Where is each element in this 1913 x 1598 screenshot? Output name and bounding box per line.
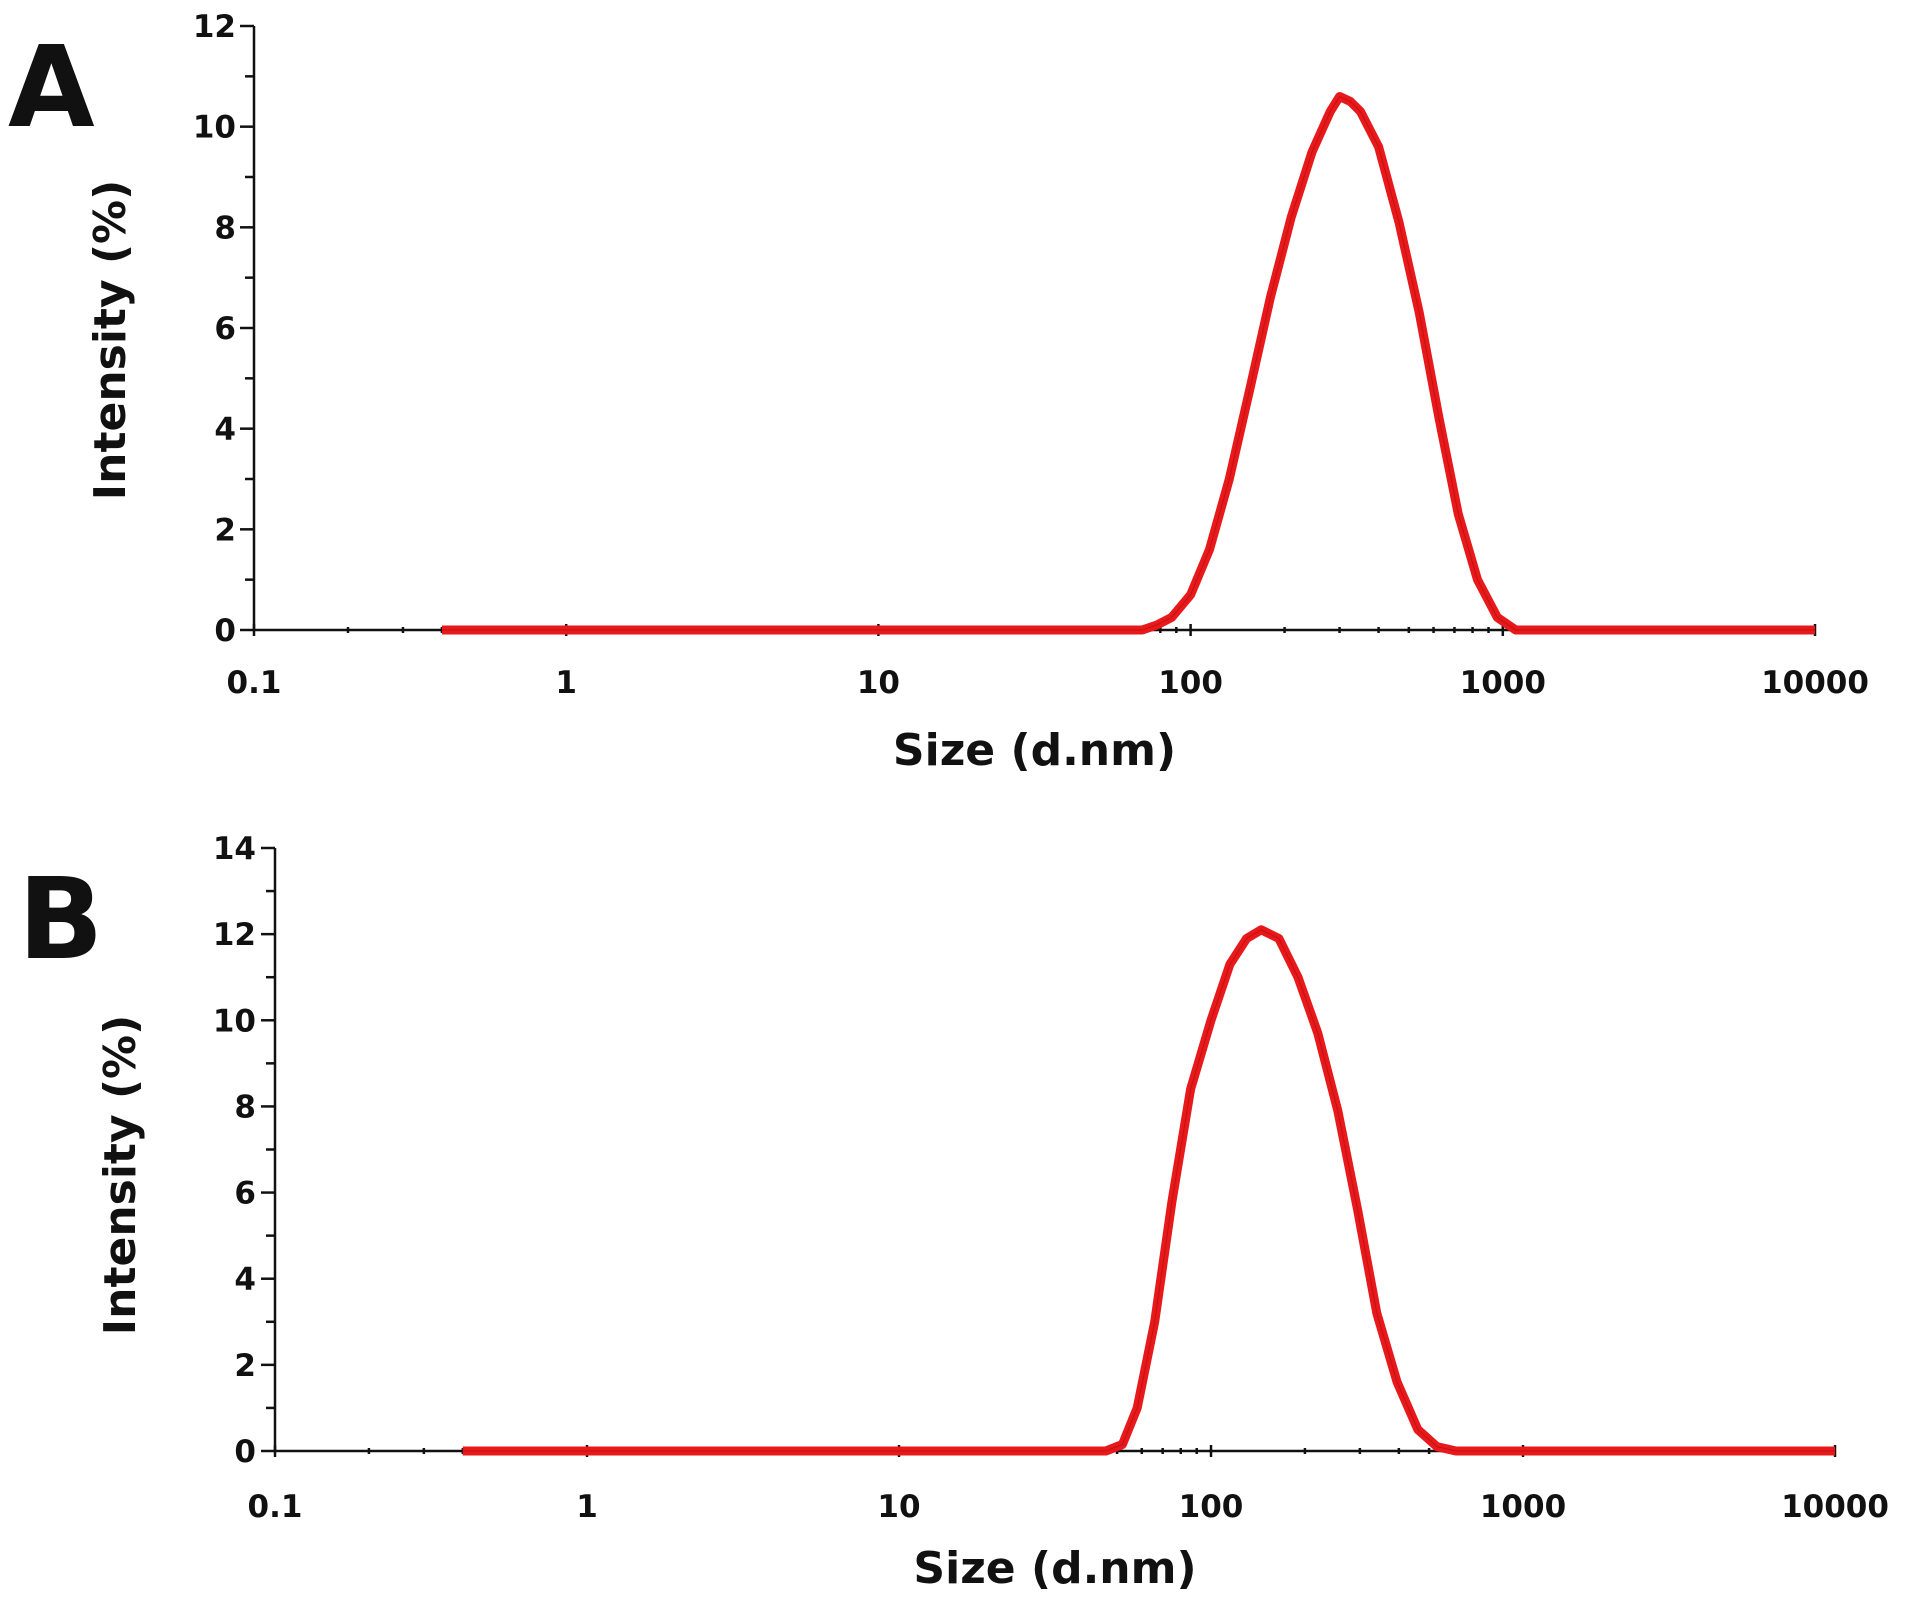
y-tick-label: 14 [213, 831, 256, 867]
panel-label-b: B [18, 855, 103, 985]
x-tick-label: 0.1 [227, 665, 282, 701]
x-tick-label: 1 [576, 1489, 598, 1525]
y-tick-label: 4 [214, 412, 236, 448]
y-tick-label: 10 [193, 110, 236, 146]
y-tick-label: 10 [213, 1003, 256, 1039]
x-axis-title: Size (d.nm) [913, 1543, 1196, 1594]
y-tick-label: 4 [234, 1262, 256, 1298]
y-tick-label: 2 [234, 1348, 256, 1384]
y-tick-label: 6 [234, 1176, 256, 1212]
y-axis-title: Intensity (%) [85, 180, 136, 501]
x-tick-label: 10000 [1781, 1489, 1889, 1525]
x-axis-title: Size (d.nm) [893, 725, 1176, 776]
x-tick-label: 100 [1158, 665, 1223, 701]
series-line-edge [442, 95, 1815, 631]
y-axis-title: Intensity (%) [95, 1015, 146, 1336]
x-tick-label: 100 [1179, 1489, 1244, 1525]
x-tick-label: 10 [857, 665, 900, 701]
x-tick-label: 10 [877, 1489, 920, 1525]
x-tick-label: 1000 [1480, 1489, 1566, 1525]
y-tick-label: 0 [214, 613, 236, 649]
chart-panel-b: B 0 2 4 6 8 10 12 14 0.1 1 10 100 1000 10000 Size (d.n… [18, 831, 1889, 1594]
x-tick-label: 10000 [1761, 665, 1869, 701]
y-tick-label: 8 [214, 210, 236, 246]
x-tick-label: 0.1 [248, 1489, 303, 1525]
x-tick-label: 1000 [1460, 665, 1546, 701]
y-tick-label: 2 [214, 512, 236, 548]
y-tick-label: 0 [234, 1434, 256, 1470]
y-tick-label: 8 [234, 1089, 256, 1125]
series-line-intensity [462, 925, 1835, 1456]
y-tick-label: 12 [193, 9, 236, 45]
y-tick-label: 6 [214, 311, 236, 347]
chart-panel-a: A 0 2 4 6 8 10 12 0.1 1 10 100 1000 10000 Size (d.nm)… [8, 9, 1869, 776]
y-tick-label: 12 [213, 917, 256, 953]
panel-label-a: A [8, 23, 95, 153]
series-line-intensity [442, 92, 1815, 635]
x-tick-label: 1 [555, 665, 577, 701]
